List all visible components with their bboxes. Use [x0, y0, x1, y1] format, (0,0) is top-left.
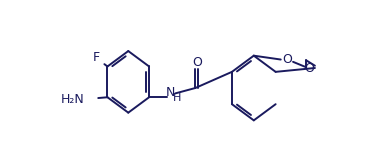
- Text: N: N: [166, 86, 175, 99]
- Text: O: O: [282, 53, 292, 66]
- Text: O: O: [304, 61, 314, 75]
- Text: H₂N: H₂N: [61, 93, 84, 106]
- Text: F: F: [93, 51, 100, 64]
- Text: O: O: [192, 56, 202, 69]
- Text: H: H: [173, 93, 181, 103]
